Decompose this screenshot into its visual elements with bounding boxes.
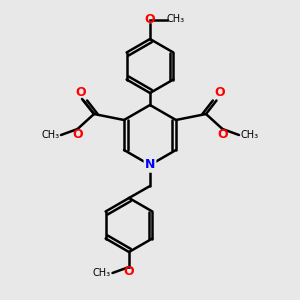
Text: O: O: [214, 86, 225, 100]
Text: O: O: [75, 86, 86, 100]
Text: O: O: [217, 128, 228, 142]
Text: CH₃: CH₃: [167, 14, 184, 25]
Text: O: O: [72, 128, 83, 142]
Text: CH₃: CH₃: [93, 268, 111, 278]
Text: N: N: [145, 158, 155, 172]
Text: O: O: [145, 13, 155, 26]
Text: CH₃: CH₃: [240, 130, 259, 140]
Text: CH₃: CH₃: [41, 130, 60, 140]
Text: O: O: [124, 265, 134, 278]
